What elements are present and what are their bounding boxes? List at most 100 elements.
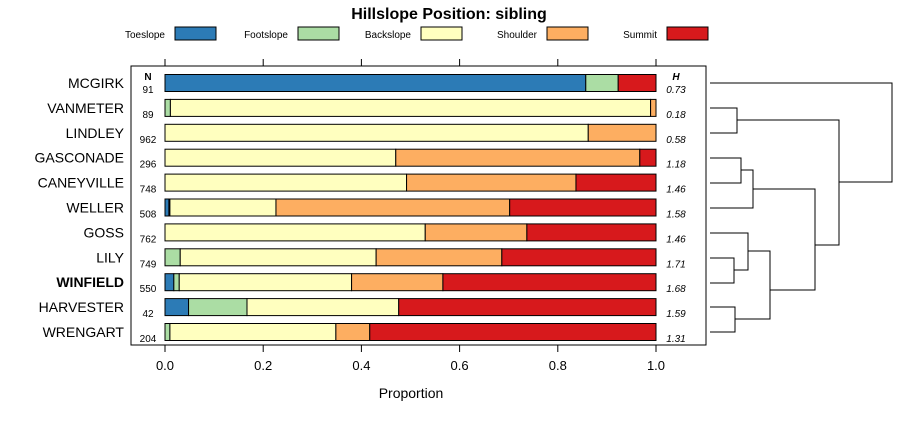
chart-title: Hillslope Position: sibling — [351, 6, 547, 23]
bar-segment — [164, 273, 175, 292]
legend-swatch — [297, 26, 340, 41]
dendrogram-branch — [710, 232, 749, 271]
x-axis: 0.0 0.2 0.4 0.6 0.8 1.0 — [156, 59, 665, 373]
bar-segment — [169, 98, 652, 117]
x-axis-label: Proportion — [379, 385, 444, 401]
x-tick-label: 0.0 — [156, 358, 174, 373]
legend: Toeslope Footslope Backslope Shoulder Summit — [125, 26, 709, 41]
bar-segment — [169, 198, 277, 217]
bar-segment — [369, 323, 657, 341]
bar-segment — [164, 223, 426, 242]
bar-segment — [587, 123, 657, 142]
n-value: 204 — [140, 334, 157, 345]
legend-label: Summit — [623, 30, 657, 41]
dendrogram-branch — [710, 169, 754, 209]
legend-swatch — [546, 26, 589, 41]
row-label: CANEYVILLE — [38, 175, 124, 191]
bar-segment — [406, 173, 577, 192]
bar-segment — [509, 198, 657, 217]
bar-segment — [639, 148, 657, 167]
legend-label: Shoulder — [497, 30, 538, 41]
n-value: 749 — [140, 259, 157, 270]
n-value: 42 — [142, 309, 154, 320]
h-value: 0.58 — [666, 135, 686, 146]
bar-segment — [164, 123, 589, 142]
bar-segment — [164, 74, 587, 92]
h-value: 1.46 — [666, 234, 686, 245]
legend-swatch — [174, 26, 217, 41]
n-value: 762 — [140, 234, 157, 245]
n-value: 508 — [140, 210, 157, 221]
h-value: 1.18 — [666, 160, 686, 171]
h-value: 1.68 — [666, 284, 686, 295]
row-label: WRENGART — [43, 324, 125, 340]
n-value: 296 — [140, 160, 157, 171]
bar-segment — [617, 74, 657, 92]
bar-segment — [164, 298, 190, 317]
legend-label: Toeslope — [125, 30, 165, 41]
bar-segment — [178, 273, 353, 292]
dendrogram-branch — [735, 250, 771, 320]
bar-segment — [169, 323, 337, 341]
x-tick-label: 0.2 — [254, 358, 272, 373]
row-label: GASCONADE — [35, 150, 124, 166]
dendrogram-branch — [710, 306, 736, 333]
row-label: LILY — [96, 249, 124, 265]
bar-segment — [375, 248, 503, 267]
bar-segment — [173, 273, 180, 292]
legend-label: Footslope — [244, 30, 288, 41]
row-label: LINDLEY — [66, 125, 125, 141]
n-value: 748 — [140, 185, 157, 196]
x-tick-label: 1.0 — [647, 358, 665, 373]
dendrogram-branch — [710, 107, 738, 134]
h-value: 1.58 — [666, 210, 686, 221]
dendrogram — [710, 82, 893, 333]
n-value: 91 — [142, 85, 154, 96]
dendrogram-branch — [737, 119, 840, 246]
h-value: 0.18 — [666, 110, 686, 121]
h-value: 1.46 — [666, 185, 686, 196]
x-tick-label: 0.6 — [451, 358, 469, 373]
h-value: 0.73 — [666, 85, 686, 96]
row-label: WELLER — [66, 200, 124, 216]
row-label: WINFIELD — [56, 274, 124, 290]
n-column-header: N — [144, 72, 151, 83]
bar-segment — [575, 173, 657, 192]
n-value: 962 — [140, 135, 157, 146]
x-tick-label: 0.8 — [549, 358, 567, 373]
bar-segment — [164, 198, 170, 217]
dendrogram-branch — [710, 257, 735, 284]
h-value: 1.59 — [666, 309, 686, 320]
row-label: VANMETER — [47, 100, 124, 116]
bar-segment — [246, 298, 400, 317]
bar-rows: MCGIRK 91 0.73 VANMETER 89 0.18 LINDLEY 962 0.58… — [35, 74, 686, 345]
bar-segment — [275, 198, 511, 217]
bar-segment — [424, 223, 528, 242]
h-value: 1.31 — [666, 334, 685, 345]
bar-segment — [650, 98, 657, 117]
bar-segment — [398, 298, 657, 317]
row-label: MCGIRK — [68, 75, 125, 91]
dendrogram-branch — [710, 82, 893, 183]
n-value: 89 — [142, 110, 154, 121]
bar-segment — [164, 323, 171, 341]
bar-segment — [164, 248, 181, 267]
legend-swatch — [666, 26, 709, 41]
dendrogram-branch — [710, 157, 742, 184]
bar-segment — [501, 248, 657, 267]
bar-segment — [164, 173, 408, 192]
x-tick-label: 0.4 — [352, 358, 370, 373]
bar-segment — [164, 98, 171, 117]
bar-segment — [442, 273, 657, 292]
bar-segment — [395, 148, 641, 167]
dendrogram-branch — [753, 188, 816, 291]
legend-swatch — [420, 26, 463, 41]
h-value: 1.71 — [666, 259, 685, 270]
row-label: HARVESTER — [39, 299, 124, 315]
bar-segment — [164, 148, 397, 167]
bar-segment — [188, 298, 248, 317]
bar-segment — [351, 273, 444, 292]
plot-panel — [130, 65, 707, 346]
legend-label: Backslope — [365, 30, 412, 41]
